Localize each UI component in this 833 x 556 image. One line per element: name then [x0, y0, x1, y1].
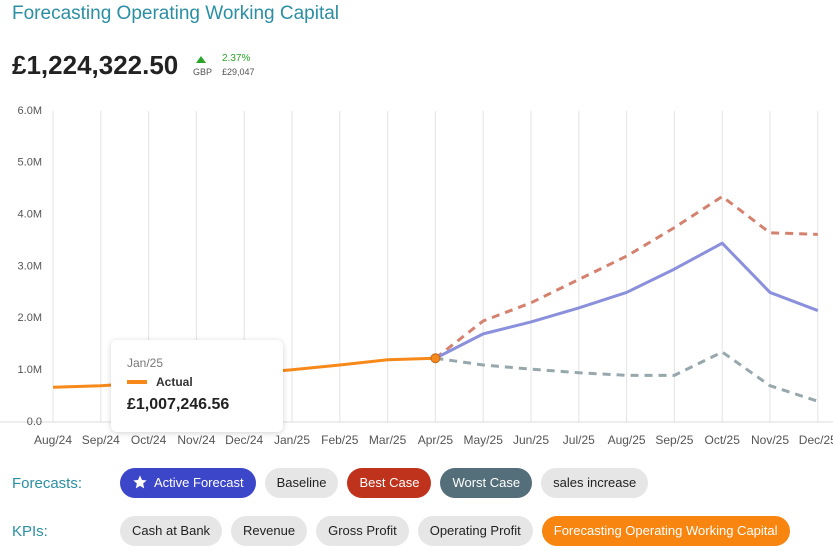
y-tick-label: 4.0M [18, 209, 42, 221]
button-label: sales increase [553, 475, 637, 490]
button-label: Cash at Bank [132, 523, 211, 538]
button-label: Best Case [359, 475, 420, 490]
y-tick-label: 3.0M [18, 260, 42, 272]
x-tick-label: Sep/24 [82, 433, 120, 447]
y-tick-label: 6.0M [18, 105, 42, 117]
x-tick-label: Jan/25 [274, 433, 310, 447]
x-tick-label: Dec/25 [799, 433, 833, 447]
tooltip-date: Jan/25 [127, 356, 164, 370]
x-tick-label: Oct/25 [705, 433, 741, 447]
y-tick-label: 0.0 [27, 416, 42, 428]
tooltip: Jan/25 Actual £1,007,246.56 [111, 340, 283, 432]
x-tick-label: Oct/24 [131, 433, 167, 447]
x-tick-label: Sep/25 [655, 433, 693, 447]
x-tick-label: Nov/25 [751, 433, 789, 447]
kpis-row: KPIs: Cash at Bank Revenue Gross Profit Ope… [12, 516, 799, 546]
button-label: Revenue [243, 523, 296, 538]
forecasts-row: Forecasts: Active Forecast Baseline Best C… [12, 468, 657, 498]
kpis-button[interactable]: Gross Profit [316, 516, 409, 546]
amount: £1,224,322.50 [12, 50, 179, 80]
x-tick-label: Jun/25 [513, 433, 549, 447]
button-label: Baseline [276, 475, 327, 490]
y-tick-label: 2.0M [18, 312, 42, 324]
button-label: Active Forecast [154, 475, 244, 490]
up-arrow [196, 56, 206, 63]
forecasts-button[interactable]: sales increase [541, 468, 649, 498]
star-icon [133, 475, 147, 489]
x-tick-label: May/25 [464, 433, 504, 447]
forecasts-button[interactable]: Best Case [347, 468, 432, 498]
button-label: Forecasting Operating Working Capital [553, 523, 778, 538]
delta: £29,047 [222, 67, 255, 77]
forecasts-button[interactable]: Worst Case [440, 468, 533, 498]
kpis-button[interactable]: Cash at Bank [120, 516, 223, 546]
y-tick-label: 5.0M [18, 157, 42, 169]
forecasts-button[interactable]: Active Forecast [120, 468, 256, 498]
button-label: Worst Case [452, 475, 521, 490]
currency: GBP [193, 67, 213, 77]
kpis-button[interactable]: Operating Profit [417, 516, 533, 546]
point-marker [430, 353, 441, 364]
x-tick-label: Jul/25 [563, 433, 595, 447]
kpis-button[interactable]: Forecasting Operating Working Capital [541, 516, 790, 546]
tooltip-series: Actual [156, 375, 193, 389]
x-tick-label: Nov/24 [177, 433, 215, 447]
y-tick-label: 1.0M [18, 364, 42, 376]
x-tick-label: Aug/24 [34, 433, 72, 447]
line-active-forecast [434, 241, 819, 360]
line-best-case [434, 195, 818, 360]
button-label: Operating Profit [429, 523, 521, 538]
change: 2.37% [222, 53, 251, 64]
kpis-label: KPIs: [12, 522, 48, 540]
button-label: Gross Profit [328, 523, 397, 538]
forecasts-button[interactable]: Baseline [264, 468, 339, 498]
x-tick-label: Apr/25 [418, 433, 454, 447]
x-tick-label: Feb/25 [321, 433, 359, 447]
x-tick-label: Mar/25 [369, 433, 407, 447]
x-tick-label: Aug/25 [608, 433, 646, 447]
forecasts-label: Forecasts: [12, 474, 83, 492]
kpis-button[interactable]: Revenue [231, 516, 308, 546]
tooltip-swatch [127, 380, 147, 384]
tooltip-value: £1,007,246.56 [127, 396, 230, 413]
page-title: Forecasting Operating Working Capital [12, 3, 340, 24]
x-tick-label: Dec/24 [225, 433, 263, 447]
